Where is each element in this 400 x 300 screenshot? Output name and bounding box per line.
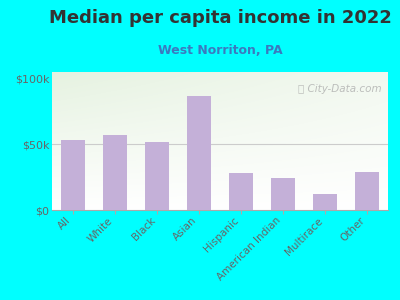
Bar bbox=[356, 172, 378, 210]
Bar bbox=[188, 96, 210, 210]
Bar bbox=[104, 135, 126, 210]
Text: ⓘ City-Data.com: ⓘ City-Data.com bbox=[298, 84, 381, 94]
Text: West Norriton, PA: West Norriton, PA bbox=[158, 44, 282, 56]
Bar bbox=[272, 178, 294, 210]
Bar bbox=[62, 140, 84, 210]
Bar bbox=[230, 173, 252, 210]
Bar bbox=[146, 142, 168, 210]
Bar bbox=[314, 194, 336, 210]
Text: Median per capita income in 2022: Median per capita income in 2022 bbox=[48, 9, 392, 27]
